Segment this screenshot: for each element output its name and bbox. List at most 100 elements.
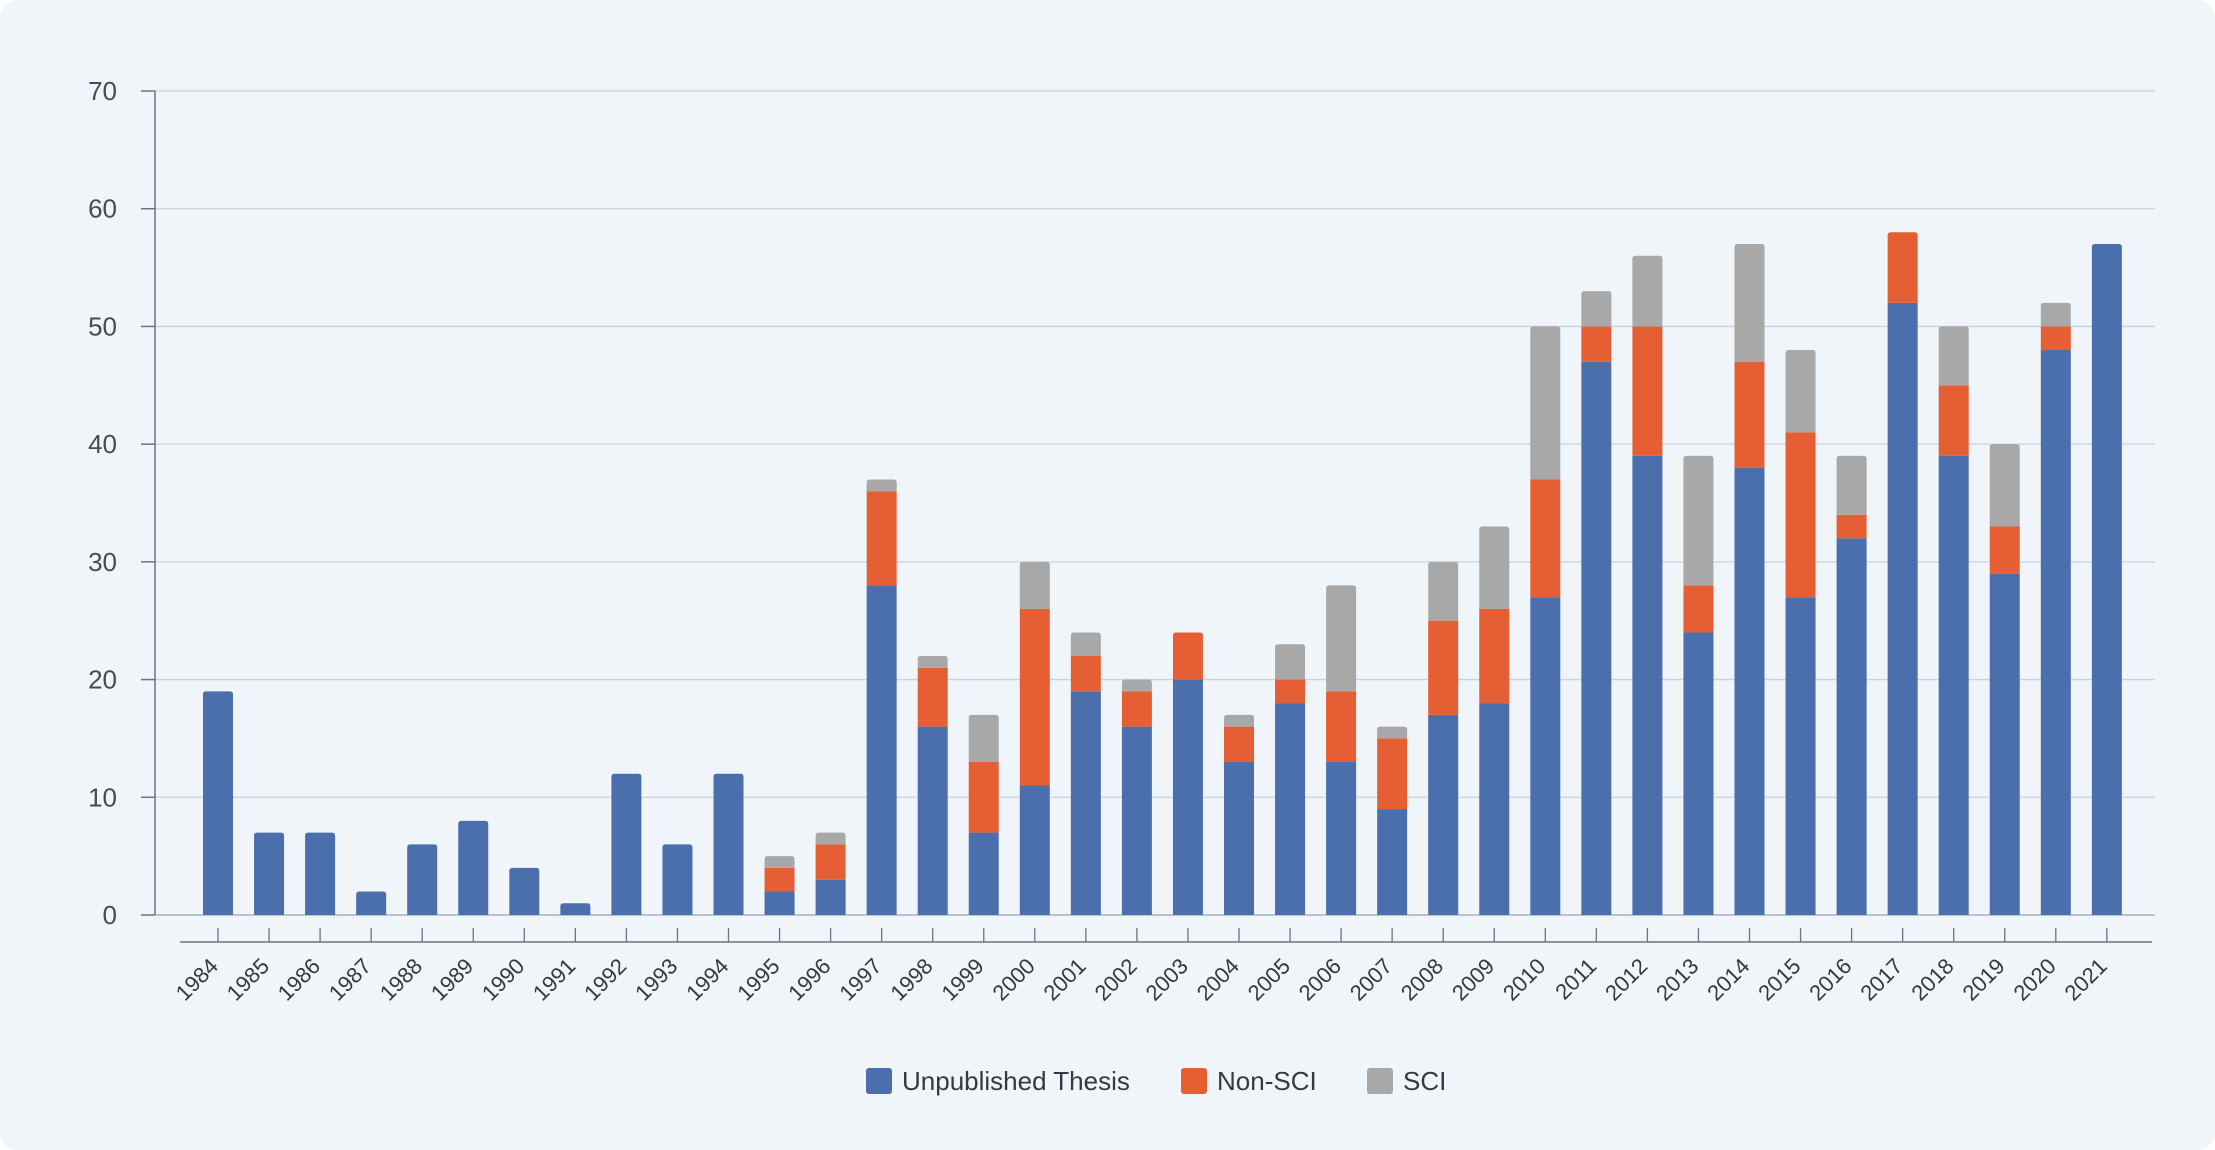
bar-non-sci-2018	[1938, 385, 1969, 456]
x-tick-label: 1996	[783, 953, 835, 1005]
legend-label-2: Non-SCI	[1217, 1066, 1317, 1096]
bar-non-sci-2019	[1989, 526, 2020, 574]
bar-unpublished-thesis-2010	[1530, 597, 1561, 915]
y-tick-label: 40	[88, 429, 117, 459]
x-tick-label: 2002	[1090, 953, 1142, 1005]
bar-unpublished-thesis-1990	[509, 867, 540, 915]
x-tick-label: 2015	[1753, 953, 1805, 1005]
bar-unpublished-thesis-2001	[1070, 691, 1101, 915]
x-tick-label: 1986	[273, 953, 325, 1005]
bar-non-sci-1999	[968, 761, 999, 833]
bar-sci-1996	[815, 832, 846, 845]
bar-unpublished-thesis-1992	[611, 773, 642, 915]
bar-unpublished-thesis-2005	[1275, 703, 1306, 915]
bar-sci-2004	[1224, 714, 1254, 727]
x-tick-label: 1993	[630, 953, 682, 1005]
bar-sci-2018	[1938, 326, 1969, 386]
bar-unpublished-thesis-2014	[1734, 467, 1765, 915]
bar-unpublished-thesis-2004	[1224, 761, 1254, 915]
x-tick-label: 1999	[936, 953, 988, 1005]
y-tick-label: 30	[88, 547, 117, 577]
bar-sci-2001	[1070, 632, 1101, 657]
x-tick-label: 2014	[1702, 953, 1754, 1005]
bar-unpublished-thesis-2002	[1121, 726, 1152, 915]
x-tick-label: 2018	[1906, 953, 1958, 1005]
bar-non-sci-2001	[1070, 656, 1101, 692]
bar-non-sci-2002	[1121, 691, 1152, 727]
bar-unpublished-thesis-1984	[203, 691, 233, 915]
x-tick-label: 2020	[2008, 953, 2060, 1005]
legend-swatch-3	[1367, 1068, 1393, 1094]
bar-unpublished-thesis-1985	[254, 832, 285, 915]
bar-unpublished-thesis-2009	[1479, 703, 1510, 915]
bar-unpublished-thesis-1994	[713, 773, 744, 915]
bar-unpublished-thesis-1995	[764, 891, 795, 915]
x-tick-label: 2021	[2060, 953, 2112, 1005]
bar-unpublished-thesis-1999	[968, 832, 999, 915]
y-tick-label: 70	[88, 76, 117, 106]
x-tick-label: 1992	[579, 953, 631, 1005]
bar-unpublished-thesis-2015	[1785, 597, 1816, 915]
y-tick-label: 20	[88, 665, 117, 695]
bar-non-sci-2004	[1224, 726, 1254, 762]
x-tick-label: 2010	[1498, 953, 1550, 1005]
bar-non-sci-2016	[1836, 514, 1867, 539]
bar-non-sci-2000	[1019, 608, 1050, 786]
bar-non-sci-2007	[1377, 738, 1408, 810]
bar-non-sci-2017	[1887, 232, 1918, 303]
bar-unpublished-thesis-1987	[356, 891, 387, 915]
x-tick-label: 2016	[1804, 953, 1856, 1005]
x-tick-label: 2003	[1141, 953, 1193, 1005]
bar-sci-2015	[1785, 349, 1816, 433]
bar-unpublished-thesis-2019	[1989, 573, 2020, 915]
bar-sci-1999	[968, 714, 999, 762]
bar-unpublished-thesis-2003	[1172, 679, 1203, 915]
bar-unpublished-thesis-1996	[815, 879, 846, 915]
legend-swatch-1	[866, 1068, 892, 1094]
x-tick-label: 1989	[426, 953, 478, 1005]
bar-unpublished-thesis-2006	[1326, 761, 1357, 915]
legend-label-1: Unpublished Thesis	[902, 1066, 1130, 1096]
bar-non-sci-2020	[2040, 326, 2071, 350]
bar-non-sci-2005	[1275, 679, 1306, 704]
bar-non-sci-2009	[1479, 608, 1510, 704]
bar-unpublished-thesis-1998	[917, 726, 948, 915]
x-tick-label: 1987	[324, 953, 376, 1005]
bar-sci-2007	[1377, 726, 1408, 739]
bar-sci-2008	[1428, 561, 1459, 621]
x-tick-label: 2011	[1550, 953, 1601, 1004]
bar-non-sci-2015	[1785, 432, 1816, 598]
y-tick-label: 0	[103, 900, 117, 930]
bar-non-sci-2011	[1581, 326, 1612, 362]
bar-sci-2016	[1836, 455, 1867, 515]
bar-unpublished-thesis-2021	[2091, 244, 2122, 915]
x-tick-label: 2006	[1294, 953, 1346, 1005]
bar-unpublished-thesis-2017	[1887, 302, 1918, 915]
bar-sci-2006	[1326, 585, 1357, 692]
bar-non-sci-1995	[764, 867, 795, 892]
bar-sci-2000	[1019, 561, 1050, 609]
bar-non-sci-2003	[1172, 632, 1203, 680]
bar-unpublished-thesis-2000	[1019, 785, 1050, 915]
bar-non-sci-2012	[1632, 326, 1663, 456]
bar-unpublished-thesis-1986	[305, 832, 336, 915]
x-tick-label: 1997	[834, 953, 886, 1005]
bar-unpublished-thesis-2011	[1581, 361, 1612, 915]
x-tick-label: 2005	[1243, 953, 1295, 1005]
bar-unpublished-thesis-1991	[560, 903, 591, 915]
x-tick-label: 1994	[681, 953, 733, 1005]
bar-sci-1997	[866, 479, 897, 492]
x-tick-label: 2019	[1957, 953, 2009, 1005]
y-tick-label: 50	[88, 311, 117, 341]
bar-unpublished-thesis-2012	[1632, 455, 1663, 915]
bar-unpublished-thesis-1997	[866, 585, 897, 915]
bar-sci-2014	[1734, 244, 1765, 362]
bar-sci-2013	[1683, 455, 1714, 586]
bar-non-sci-2010	[1530, 479, 1561, 598]
x-tick-label: 2008	[1396, 953, 1448, 1005]
bar-non-sci-2014	[1734, 361, 1765, 468]
bar-sci-1998	[917, 656, 948, 668]
bar-unpublished-thesis-2016	[1836, 538, 1867, 915]
